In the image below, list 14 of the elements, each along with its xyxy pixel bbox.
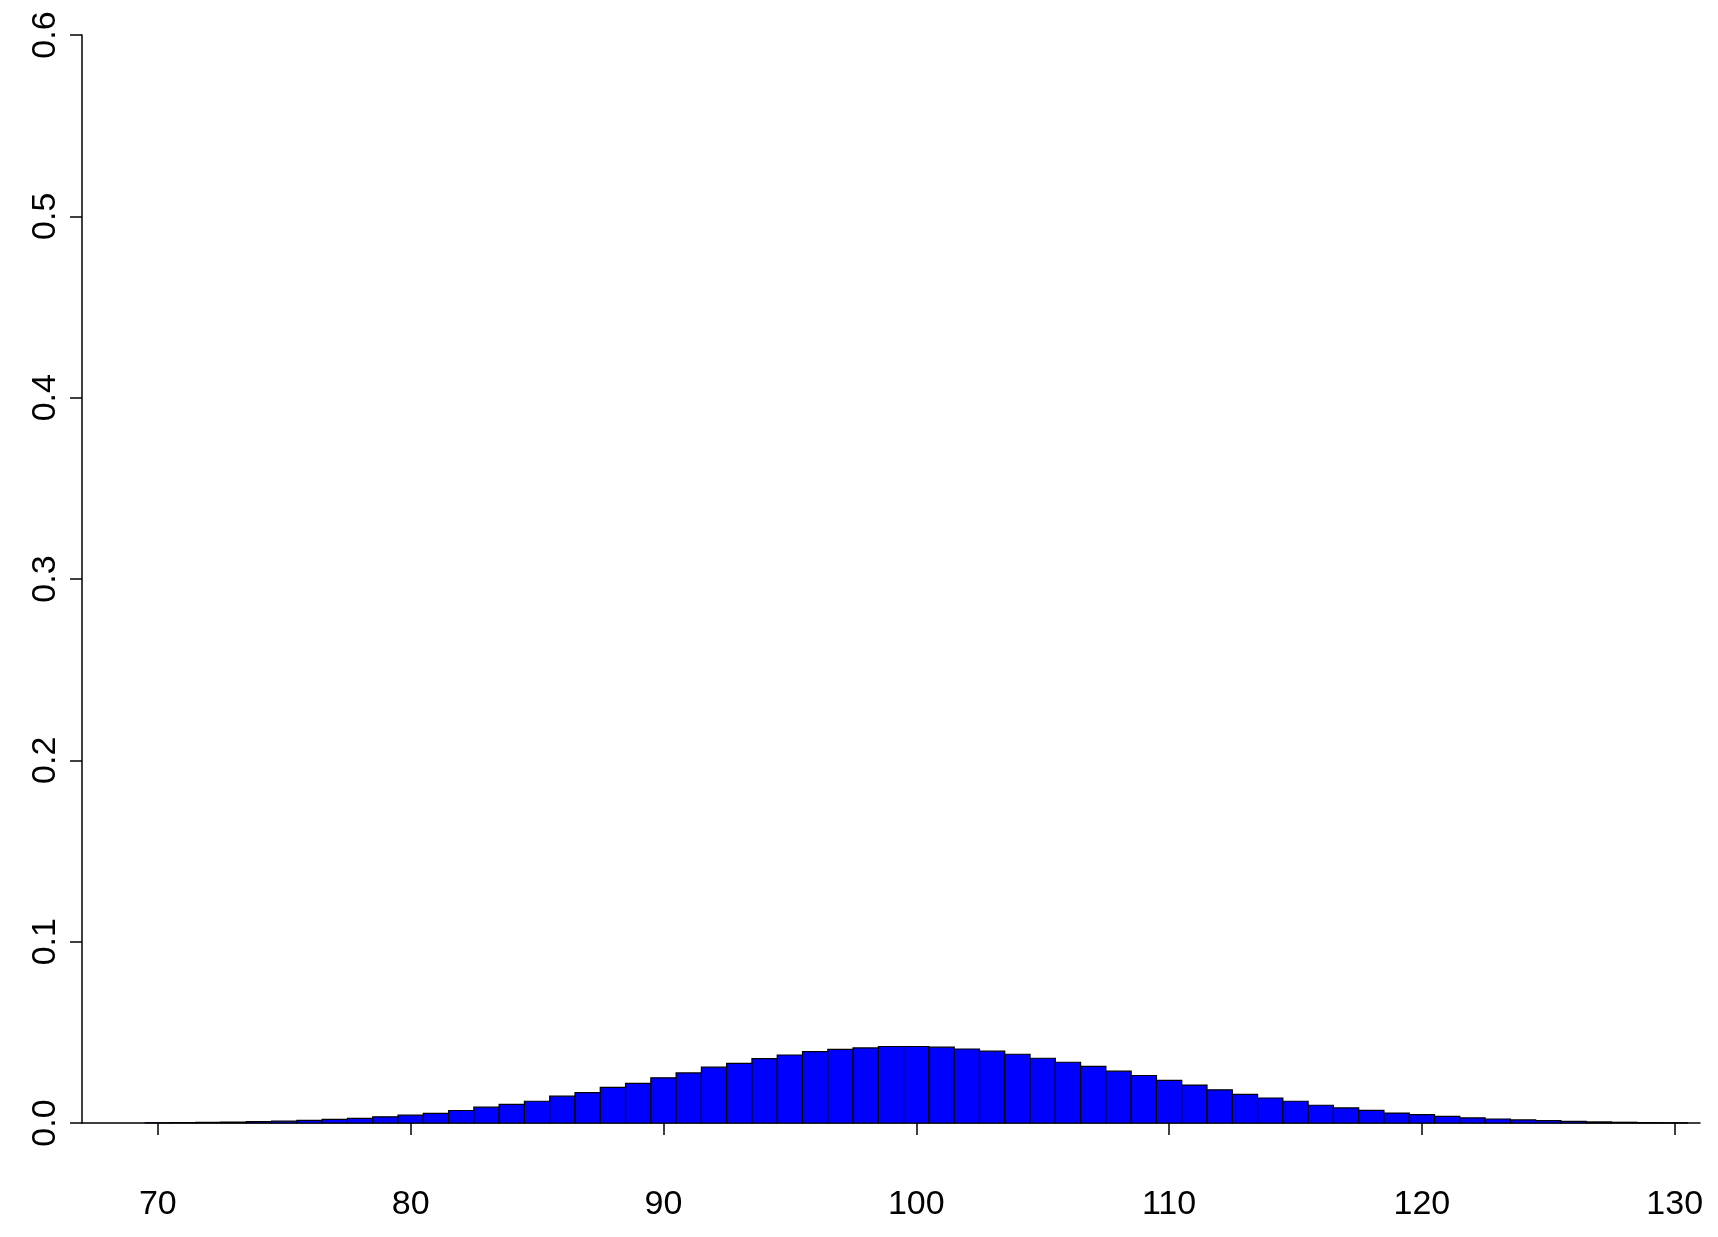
y-tick-label: 0.5: [24, 192, 62, 240]
x-tick-label: 100: [887, 1183, 945, 1221]
y-tick-label: 0.6: [24, 11, 62, 59]
y-tick-label: 0.1: [24, 918, 62, 966]
x-tick-label: 110: [1141, 1183, 1197, 1221]
y-tick-label: 0.3: [24, 555, 62, 603]
x-tick-label: 80: [391, 1183, 430, 1221]
x-tick-label: 90: [644, 1183, 683, 1221]
y-tick-label: 0.4: [24, 374, 62, 422]
x-tick-label: 70: [138, 1183, 177, 1221]
y-tick-label: 0.2: [24, 736, 62, 784]
x-tick-label: 120: [1393, 1183, 1451, 1221]
y-tick-label: 0.0: [24, 1099, 62, 1147]
x-tick-label: 130: [1646, 1183, 1704, 1221]
